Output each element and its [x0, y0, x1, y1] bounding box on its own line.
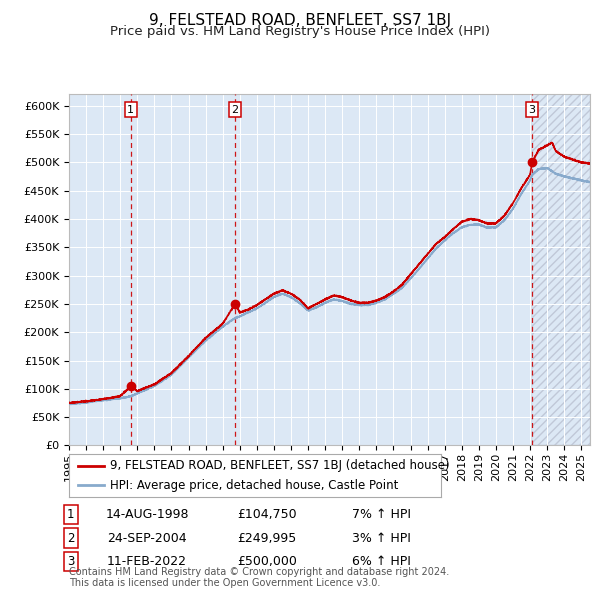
Text: 1: 1	[127, 104, 134, 114]
Text: 2: 2	[67, 532, 74, 545]
Text: 9, FELSTEAD ROAD, BENFLEET, SS7 1BJ: 9, FELSTEAD ROAD, BENFLEET, SS7 1BJ	[149, 13, 451, 28]
Bar	[532, 94, 590, 445]
Bar	[69, 94, 131, 445]
Text: 3: 3	[529, 104, 536, 114]
Text: 9, FELSTEAD ROAD, BENFLEET, SS7 1BJ (detached house): 9, FELSTEAD ROAD, BENFLEET, SS7 1BJ (det…	[110, 459, 449, 472]
Text: 11-FEB-2022: 11-FEB-2022	[107, 555, 187, 568]
Text: 6% ↑ HPI: 6% ↑ HPI	[352, 555, 410, 568]
Bar	[131, 94, 235, 445]
Text: HPI: Average price, detached house, Castle Point: HPI: Average price, detached house, Cast…	[110, 479, 398, 492]
Bar	[235, 94, 532, 445]
Text: £104,750: £104,750	[237, 508, 297, 521]
Text: 2: 2	[232, 104, 239, 114]
Text: Price paid vs. HM Land Registry's House Price Index (HPI): Price paid vs. HM Land Registry's House …	[110, 25, 490, 38]
Text: 7% ↑ HPI: 7% ↑ HPI	[352, 508, 410, 521]
Text: £500,000: £500,000	[237, 555, 297, 568]
Text: 3: 3	[67, 555, 74, 568]
Text: 24-SEP-2004: 24-SEP-2004	[107, 532, 187, 545]
Text: 3% ↑ HPI: 3% ↑ HPI	[352, 532, 410, 545]
Text: 14-AUG-1998: 14-AUG-1998	[105, 508, 189, 521]
Bar	[532, 94, 590, 445]
Text: £249,995: £249,995	[238, 532, 296, 545]
Text: Contains HM Land Registry data © Crown copyright and database right 2024.
This d: Contains HM Land Registry data © Crown c…	[69, 566, 449, 588]
Text: 1: 1	[67, 508, 74, 521]
